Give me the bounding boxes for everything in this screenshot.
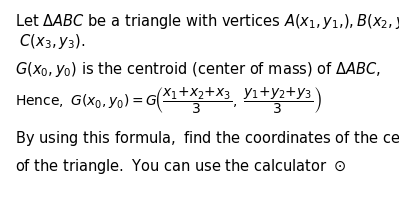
Text: $\mathrm{of\ the\ triangle.\ You\ can\ use\ the\ calculator\ }\odot$: $\mathrm{of\ the\ triangle.\ You\ can\ u…	[15, 157, 346, 176]
Text: $G(x_0, y_0)\mathrm{\ is\ the\ centroid\ (center\ of\ mass)\ of\ }\Delta ABC,$: $G(x_0, y_0)\mathrm{\ is\ the\ centroid\…	[15, 60, 381, 79]
Text: $\mathrm{Hence,\ }G(x_0, y_0) = G\!\left(\dfrac{x_1{+}x_2{+}x_3}{3},\ \dfrac{y_1: $\mathrm{Hence,\ }G(x_0, y_0) = G\!\left…	[15, 86, 322, 116]
Text: $\mathrm{\ }C(x_3, y_3).$: $\mathrm{\ }C(x_3, y_3).$	[15, 32, 85, 51]
Text: $\mathrm{Let\ }\Delta ABC\mathrm{\ be\ a\ triangle\ with\ vertices\ }A(x_1, y_1{: $\mathrm{Let\ }\Delta ABC\mathrm{\ be\ a…	[15, 12, 399, 31]
Text: $\mathrm{By\ using\ this\ formula,\ find\ the\ coordinates\ of\ the\ centroid}$: $\mathrm{By\ using\ this\ formula,\ find…	[15, 129, 399, 148]
